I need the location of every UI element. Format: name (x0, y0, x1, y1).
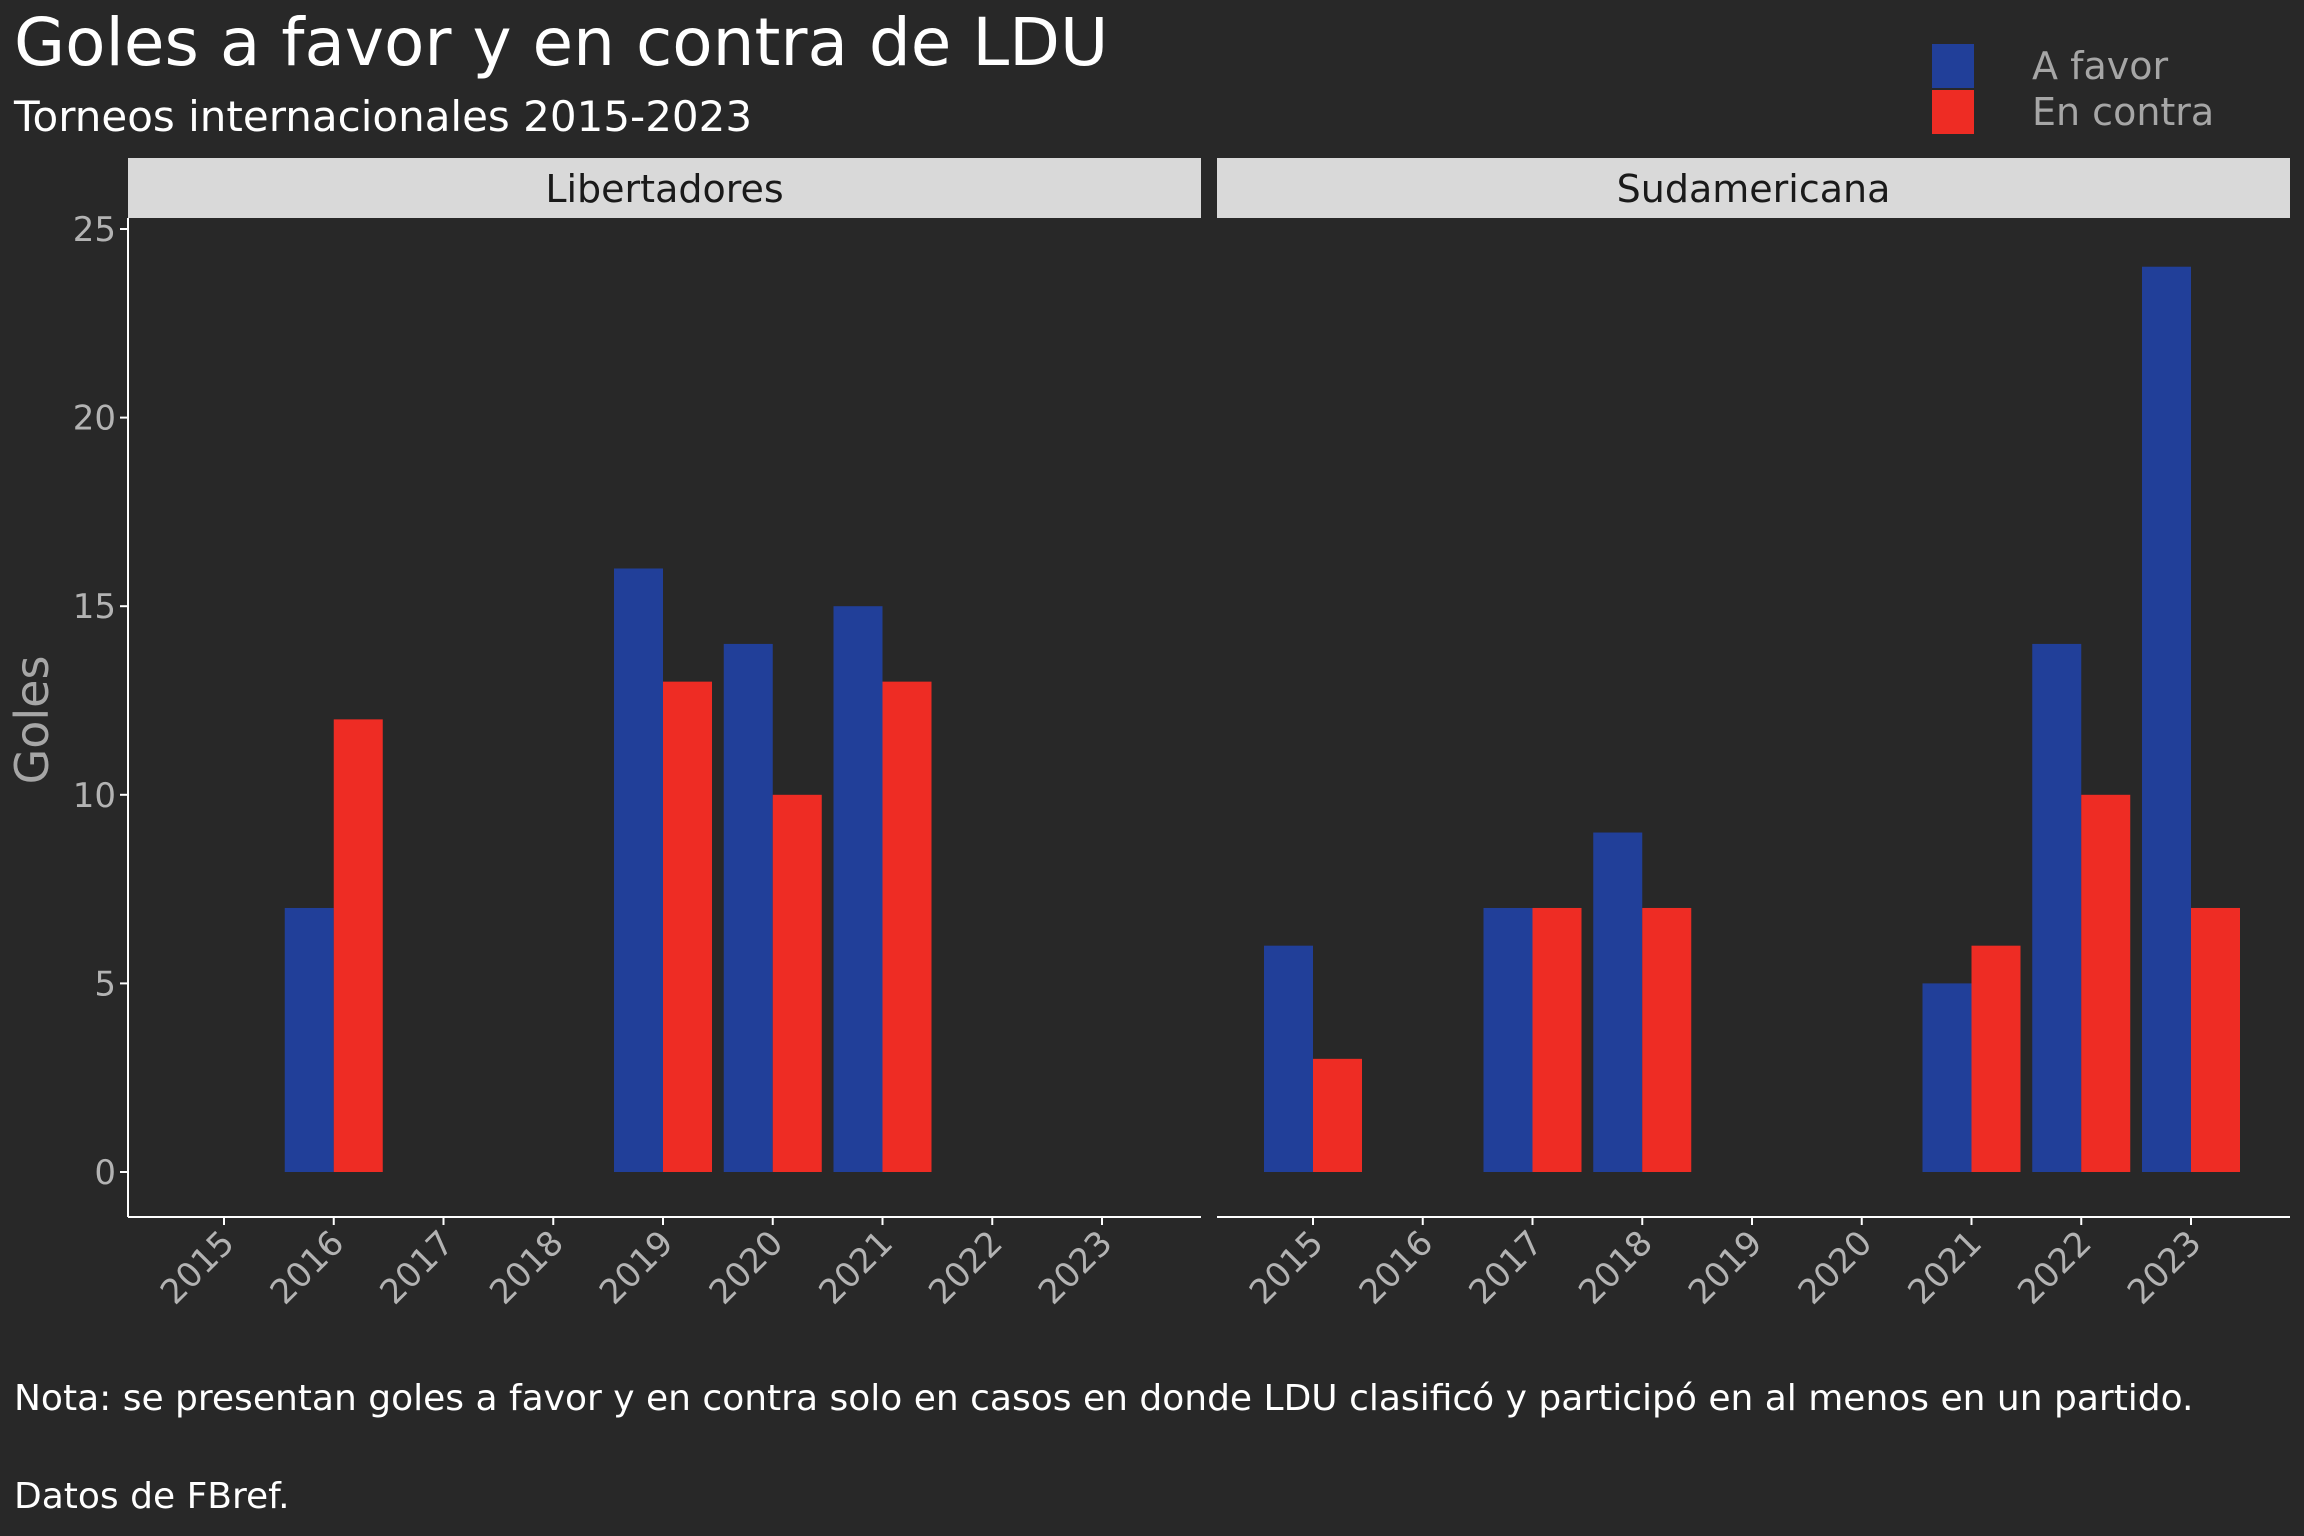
x-tick-label-sudamericana-2021: 2021 (1900, 1223, 1989, 1312)
y-tick-label-0: 0 (94, 1153, 116, 1193)
legend-label-en-contra: En contra (2032, 90, 2215, 134)
bar-sudamericana-2023-en-contra (2191, 907, 2240, 1172)
bar-libertadores-2016-a-favor (284, 907, 334, 1172)
x-tick-label-libertadores-2018: 2018 (482, 1223, 571, 1312)
bar-sudamericana-2023-a-favor (2142, 266, 2191, 1173)
strip-sudamericana (1217, 158, 2290, 218)
legend-key-a-favor (1932, 44, 1974, 88)
x-tick-label-libertadores-2015: 2015 (153, 1223, 242, 1312)
x-tick-label-libertadores-2017: 2017 (372, 1223, 461, 1312)
bar-sudamericana-2018-en-contra (1642, 907, 1692, 1172)
bar-libertadores-2019-a-favor (614, 568, 663, 1172)
x-tick-label-sudamericana-2017: 2017 (1461, 1223, 1550, 1312)
bar-libertadores-2021-a-favor (833, 606, 883, 1172)
x-tick-label-sudamericana-2020: 2020 (1791, 1223, 1880, 1312)
bar-sudamericana-2018-a-favor (1593, 832, 1643, 1172)
bar-sudamericana-2015-a-favor (1264, 945, 1313, 1172)
x-tick-label-sudamericana-2022: 2022 (2010, 1223, 2099, 1312)
x-tick-label-libertadores-2022: 2022 (921, 1223, 1010, 1312)
bar-libertadores-2019-en-contra (663, 681, 712, 1172)
x-tick-label-libertadores-2021: 2021 (811, 1223, 900, 1312)
legend-label-a-favor: A favor (2032, 44, 2169, 88)
bar-libertadores-2020-en-contra (772, 794, 822, 1172)
x-tick-label-sudamericana-2018: 2018 (1571, 1223, 1660, 1312)
bar-libertadores-2016-en-contra (333, 719, 383, 1172)
bar-sudamericana-2017-a-favor (1483, 907, 1533, 1172)
bar-libertadores-2020-a-favor (723, 643, 773, 1172)
chart-subtitle: Torneos internacionales 2015-2023 (14, 92, 753, 141)
chart-note: Nota: se presentan goles a favor y en co… (14, 1378, 2194, 1419)
x-tick-label-sudamericana-2019: 2019 (1681, 1223, 1770, 1312)
chart-source: Datos de FBref. (14, 1476, 290, 1517)
bar-sudamericana-2017-en-contra (1532, 907, 1582, 1172)
legend-key-en-contra (1932, 90, 1974, 134)
chart-title: Goles a favor y en contra de LDU (14, 4, 1109, 81)
bar-sudamericana-2021-en-contra (1971, 945, 2021, 1172)
y-tick-label-5: 5 (94, 964, 116, 1004)
strip-label-sudamericana: Sudamericana (1617, 167, 1891, 211)
y-tick-label-25: 25 (73, 210, 116, 250)
x-tick-label-libertadores-2020: 2020 (702, 1223, 791, 1312)
bar-libertadores-2021-en-contra (882, 681, 932, 1172)
strip-label-libertadores: Libertadores (545, 167, 783, 211)
bar-sudamericana-2022-en-contra (2081, 794, 2131, 1172)
x-tick-label-libertadores-2016: 2016 (263, 1223, 352, 1312)
y-axis-label: Goles (5, 656, 59, 785)
x-tick-label-libertadores-2023: 2023 (1031, 1223, 1120, 1312)
strip-libertadores (128, 158, 1201, 218)
y-tick-label-10: 10 (73, 776, 116, 816)
y-tick-label-20: 20 (73, 399, 116, 439)
x-tick-label-sudamericana-2023: 2023 (2120, 1223, 2209, 1312)
x-tick-label-sudamericana-2016: 2016 (1352, 1223, 1441, 1312)
bar-sudamericana-2021-a-favor (1922, 983, 1972, 1172)
x-tick-label-sudamericana-2015: 2015 (1242, 1223, 1331, 1312)
x-tick-label-libertadores-2019: 2019 (592, 1223, 681, 1312)
bar-sudamericana-2022-a-favor (2032, 643, 2082, 1172)
bar-sudamericana-2015-en-contra (1313, 1058, 1362, 1172)
y-tick-label-15: 15 (73, 587, 116, 627)
